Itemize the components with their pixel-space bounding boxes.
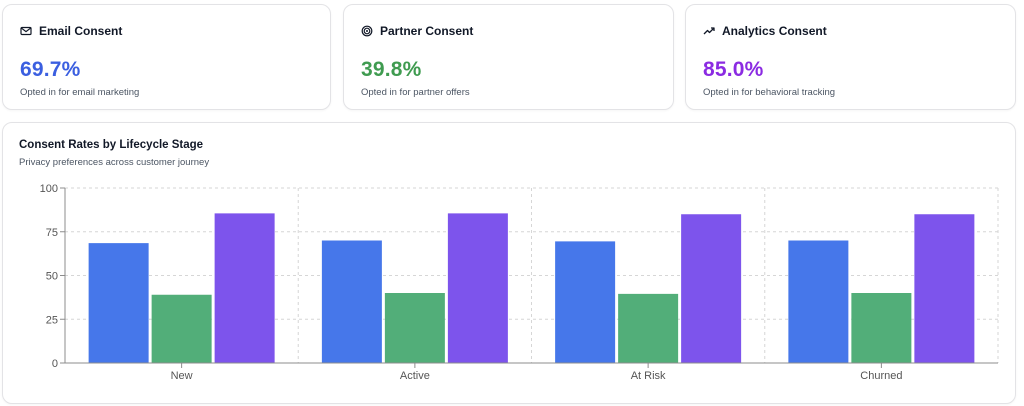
chart-subtitle: Privacy preferences across customer jour… — [19, 157, 210, 168]
partner-consent-header: Partner Consent — [361, 24, 473, 38]
x-tick-label: Active — [400, 370, 430, 382]
email-consent-header: Email Consent — [20, 24, 122, 38]
email-consent-subtitle: Opted in for email marketing — [20, 87, 140, 98]
bar-active-series-3 — [447, 213, 508, 363]
partner-consent-value: 39.8% — [361, 58, 422, 81]
email-consent-title: Email Consent — [39, 24, 123, 38]
partner-consent-subtitle: Opted in for partner offers — [361, 87, 470, 98]
analytics-consent-title: Analytics Consent — [722, 24, 827, 38]
bar-churned-series-1 — [788, 240, 849, 363]
y-tick-label: 100 — [40, 183, 58, 195]
y-tick-label: 50 — [46, 271, 58, 283]
x-tick-label: New — [171, 370, 193, 382]
mail-icon — [20, 25, 32, 37]
consent-chart-card: Consent Rates by Lifecycle Stage Privacy… — [2, 122, 1016, 404]
x-tick-label: At Risk — [631, 370, 666, 382]
analytics-consent-subtitle: Opted in for behavioral tracking — [703, 87, 836, 98]
bar-churned-series-2 — [851, 293, 912, 363]
bar-new-series-1 — [88, 243, 149, 363]
target-icon — [361, 25, 373, 37]
analytics-consent-header: Analytics Consent — [703, 24, 827, 38]
chart-title: Consent Rates by Lifecycle Stage — [19, 139, 204, 151]
y-tick-label: 75 — [46, 227, 58, 239]
bar-active-series-1 — [321, 240, 382, 363]
email-consent-value: 69.7% — [20, 58, 81, 81]
bar-at-risk-series-1 — [555, 241, 616, 363]
bar-churned-series-3 — [914, 214, 975, 363]
consent-bar-chart: 0 25 50 75 100 New Active At Risk Churned — [40, 183, 999, 382]
trending-up-icon — [703, 25, 715, 37]
bar-at-risk-series-3 — [681, 214, 742, 363]
y-tick-label: 0 — [52, 358, 58, 370]
analytics-consent-card: Analytics Consent 85.0% Opted in for beh… — [685, 4, 1016, 110]
x-tick-label: Churned — [860, 370, 902, 382]
analytics-consent-value: 85.0% — [703, 58, 764, 81]
email-consent-card: Email Consent 69.7% Opted in for email m… — [2, 4, 331, 110]
partner-consent-card: Partner Consent 39.8% Opted in for partn… — [343, 4, 674, 110]
bar-new-series-3 — [214, 213, 275, 363]
partner-consent-title: Partner Consent — [380, 24, 474, 38]
bar-active-series-2 — [384, 293, 445, 363]
bar-at-risk-series-2 — [618, 293, 679, 363]
bar-new-series-2 — [151, 294, 212, 363]
y-tick-label: 25 — [46, 314, 58, 326]
